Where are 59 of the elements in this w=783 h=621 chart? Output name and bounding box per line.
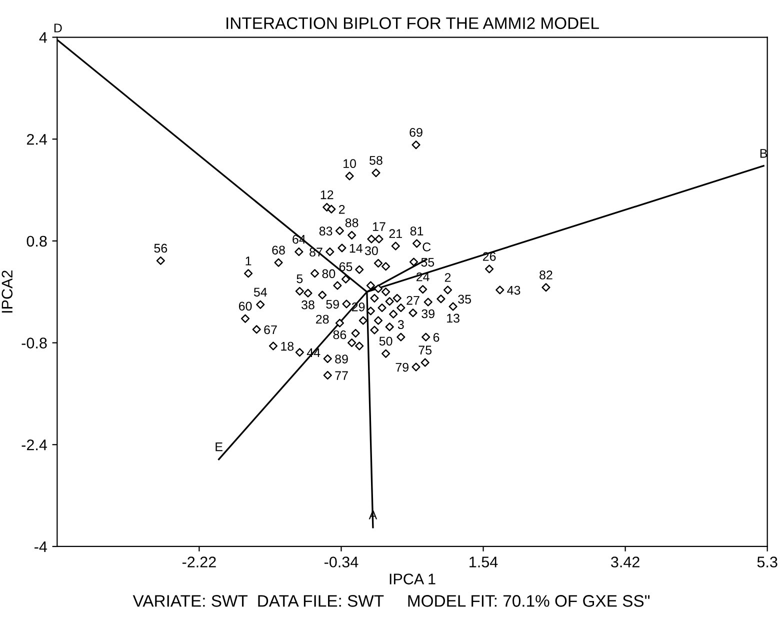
annotation: 67 [264,325,277,334]
annotation: C [422,242,431,252]
annotation: B [760,149,768,158]
annotation: 2 [444,273,451,282]
annotation: 75 [418,346,432,354]
x-tick-label: 1.54 [470,556,498,568]
annotation: 65 [339,262,352,272]
chart-title: INTERACTION BIPLOT FOR THE AMMI2 MODEL [226,17,599,30]
annotation: 83 [319,226,332,236]
annotation: D [54,24,62,32]
annotation: 43 [507,286,520,295]
annotation: 1 [246,256,252,266]
annotation: 79 [396,362,408,372]
x-axis-title: IPCA 1 [390,574,436,584]
annotation: 88 [345,218,358,228]
text: VARIATE: SWT DATA FILE: SWT MODEL FIT: 70.1% OF GXE SS" [132,595,650,607]
annotation: 17 [373,222,386,231]
annotation: 3 [398,320,404,330]
y-tick-label: -2.4 [22,440,47,450]
annotation: 30 [364,246,378,256]
annotation: 12 [320,190,334,200]
annotation: 39 [422,309,434,318]
y-tick-label: 4 [39,32,47,43]
annotation: 86 [333,330,346,340]
annotation: 60 [238,302,252,311]
annotation: 38 [302,300,314,310]
annotation: E [216,442,222,452]
annotation: 13 [447,314,460,323]
annotation: 89 [335,354,348,364]
annotation: 68 [272,246,285,255]
annotation: 21 [389,229,402,238]
annotation: 27 [406,296,420,305]
x-tick-label: 3.42 [611,556,640,568]
annotation: 82 [540,270,552,280]
x-tick-label: -2.22 [182,556,216,568]
annotation: 35 [458,294,472,304]
annotation: 77 [335,371,348,380]
annotation: 69 [410,128,422,137]
annotation: 59 [326,300,339,309]
y-tick-label: -0.8 [22,338,47,348]
annotation: 28 [316,314,329,324]
annotation: 10 [344,159,356,168]
y-tick-label: 0.8 [26,236,47,247]
annotation: 50 [379,336,392,346]
annotation: 18 [281,342,294,351]
x-tick-label: 5.3 [757,556,778,568]
y-axis-title: IPCA2 [2,270,13,313]
annotation: 81 [410,226,424,236]
annotation: 54 [254,288,267,297]
y-tick-label: -4 [34,542,47,552]
annotation: 5 [296,274,303,284]
annotation: 14 [350,244,362,253]
annotation: 58 [370,156,382,165]
annotation: 56 [154,244,168,253]
x-tick-label: -0.34 [324,556,358,568]
y-tick-label: 2.4 [26,134,47,145]
annotation: 80 [322,269,336,278]
annotation: 2 [338,205,345,214]
annotation: 6 [433,332,440,342]
